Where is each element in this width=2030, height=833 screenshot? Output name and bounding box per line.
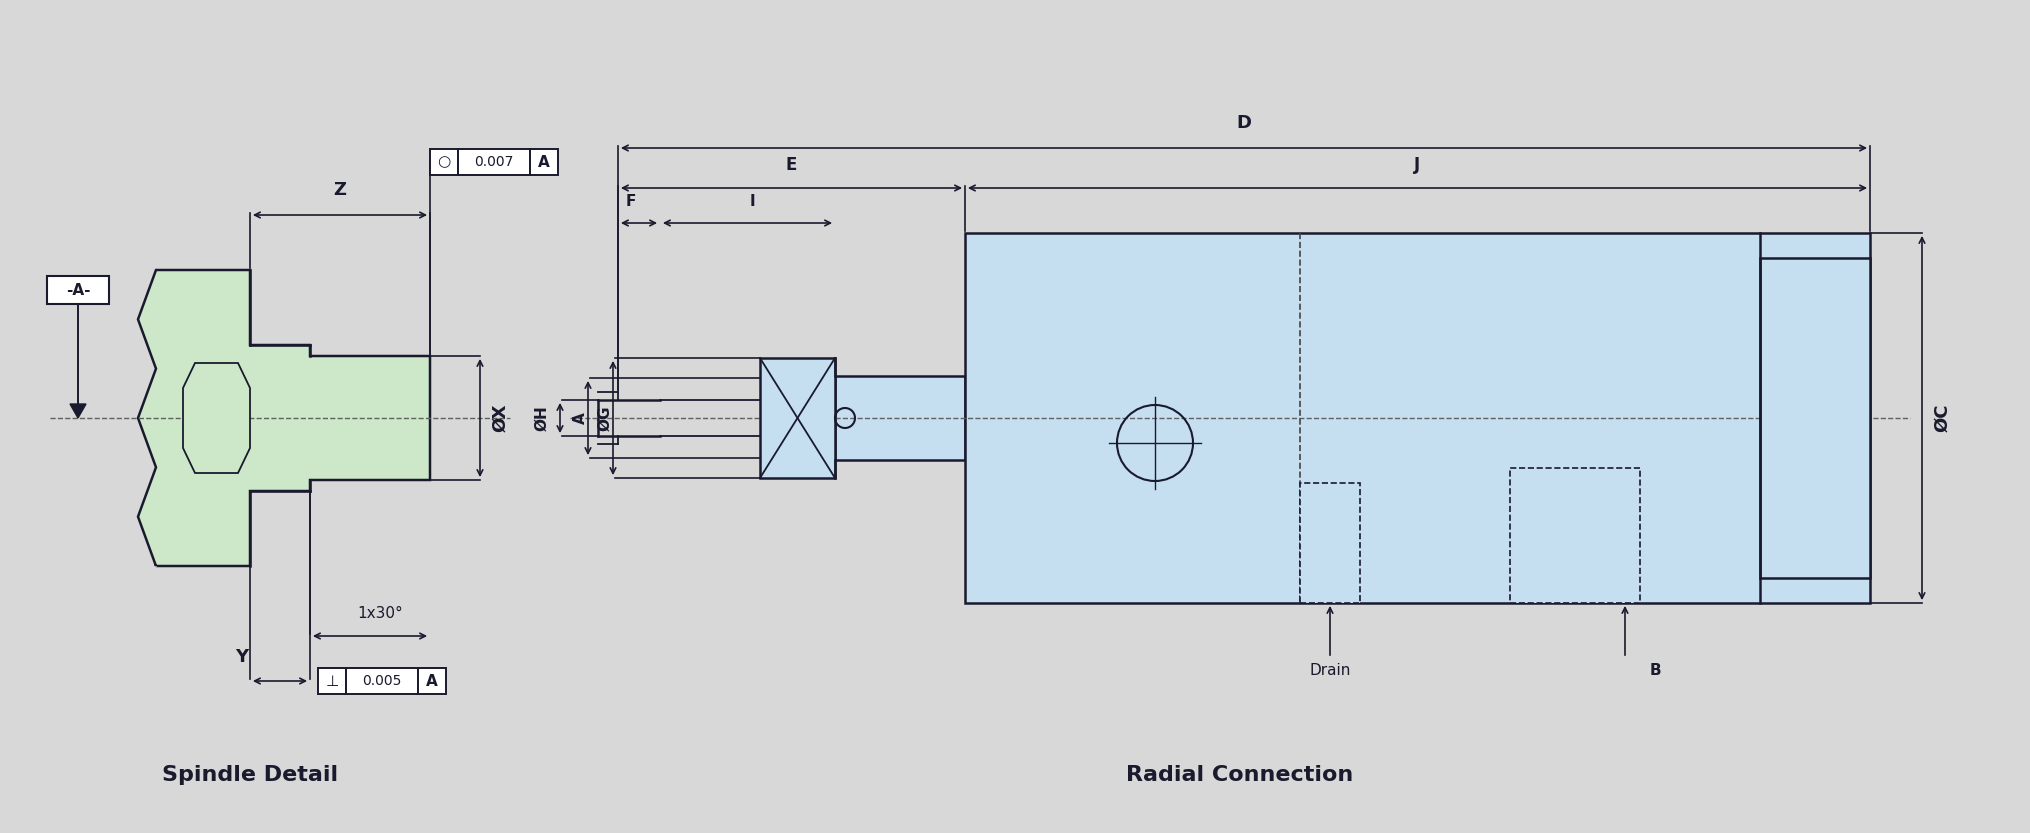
Bar: [1760, 258, 1870, 578]
Text: Y: Y: [235, 648, 248, 666]
Text: ⊥: ⊥: [325, 674, 339, 689]
Bar: [47, 276, 110, 304]
Bar: [834, 376, 964, 460]
Text: ØH: ØH: [534, 405, 550, 431]
Text: J: J: [1415, 156, 1421, 174]
Text: D: D: [1236, 114, 1253, 132]
Bar: [1510, 468, 1640, 603]
Text: Spindle Detail: Spindle Detail: [162, 765, 339, 785]
Text: Z: Z: [333, 181, 347, 199]
Text: -A-: -A-: [65, 282, 89, 297]
Polygon shape: [183, 363, 250, 473]
Bar: [430, 149, 459, 175]
Bar: [964, 233, 1870, 603]
Bar: [319, 668, 345, 694]
Text: ○: ○: [436, 154, 451, 169]
Polygon shape: [759, 358, 834, 478]
Text: ØG: ØG: [597, 405, 613, 431]
Text: A: A: [538, 154, 550, 169]
Text: Drain: Drain: [1309, 663, 1350, 678]
Polygon shape: [138, 270, 430, 566]
Text: F: F: [625, 194, 635, 209]
Text: Radial Connection: Radial Connection: [1127, 765, 1354, 785]
Text: A: A: [572, 412, 587, 424]
Text: I: I: [749, 194, 755, 209]
Text: ØC: ØC: [1933, 404, 1951, 432]
Bar: [418, 668, 447, 694]
Text: 0.005: 0.005: [361, 674, 402, 688]
Text: ØX: ØX: [491, 404, 510, 432]
Text: B: B: [1648, 663, 1661, 678]
Text: E: E: [786, 156, 798, 174]
Bar: [459, 149, 530, 175]
Polygon shape: [69, 404, 85, 418]
Bar: [1299, 483, 1360, 603]
Text: 1x30°: 1x30°: [357, 606, 402, 621]
Bar: [530, 149, 558, 175]
Text: 0.007: 0.007: [475, 155, 514, 169]
Bar: [345, 668, 418, 694]
Text: A: A: [426, 674, 438, 689]
